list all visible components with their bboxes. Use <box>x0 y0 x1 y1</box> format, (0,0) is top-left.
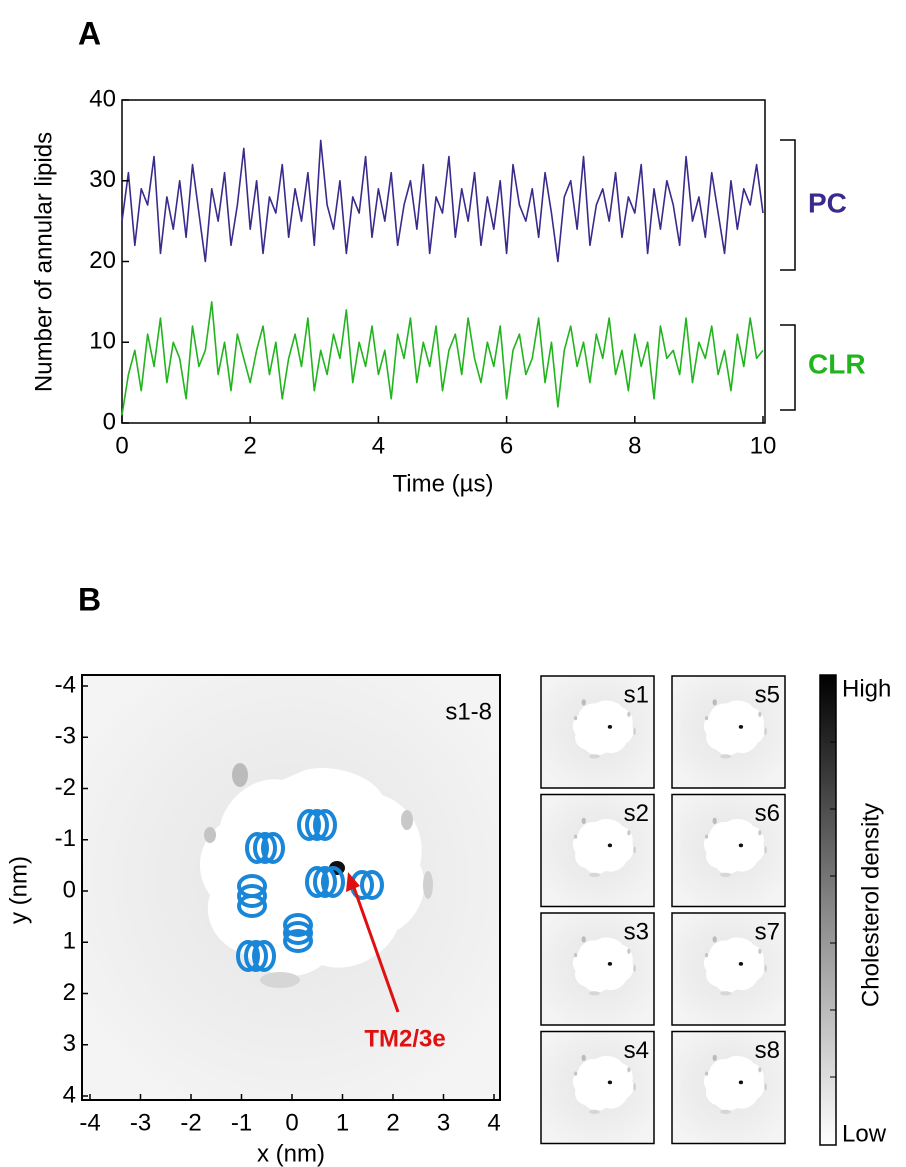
small-map-frame <box>540 1030 655 1145</box>
colorbar-label: Cholesterol density <box>857 803 884 1007</box>
x-tick-label: 0 <box>115 432 128 459</box>
x-tick-label: 0 <box>285 1109 298 1136</box>
y-tick-label: 0 <box>63 876 76 903</box>
helices <box>236 809 384 972</box>
map-frame <box>81 674 501 1101</box>
x-tick-label: 1 <box>336 1109 349 1136</box>
x-tick-label: -3 <box>130 1109 151 1136</box>
annotation: TM2/3e <box>364 1025 445 1052</box>
x-tick-label: 4 <box>372 432 385 459</box>
x-tick-label: 2 <box>244 432 257 459</box>
small-map-label: s4 <box>624 1037 649 1064</box>
bracket <box>780 324 796 411</box>
y-tick-label: 3 <box>63 1030 76 1057</box>
panel-label: A <box>78 15 101 51</box>
x-tick-label: 3 <box>437 1109 450 1136</box>
panel-label: B <box>78 581 101 617</box>
series-line <box>121 301 764 416</box>
map-label: s1-8 <box>445 698 492 725</box>
y-tick-label: -1 <box>55 825 76 852</box>
x-tick-label: 2 <box>386 1109 399 1136</box>
small-map-label: s6 <box>755 800 780 827</box>
y-tick-label: 2 <box>63 979 76 1006</box>
y-tick-label: 1 <box>63 928 76 955</box>
small-map-frame <box>671 1030 786 1145</box>
small-map-label: s3 <box>624 918 649 945</box>
x-tick-label: -2 <box>180 1109 201 1136</box>
y-tick-label: 20 <box>89 247 116 274</box>
small-map-frame <box>540 793 655 908</box>
colorbar-high: High <box>842 675 891 702</box>
x-tick-label: 10 <box>750 432 777 459</box>
x-tick-label: -4 <box>79 1109 100 1136</box>
y-tick-label: 0 <box>103 408 116 435</box>
x-tick-label: 6 <box>500 432 513 459</box>
arrow <box>350 881 400 1013</box>
colorbar-low: Low <box>842 1120 887 1147</box>
x-tick-label: 4 <box>487 1109 500 1136</box>
y-tick-label: 4 <box>63 1081 76 1108</box>
small-map-label: s1 <box>624 681 649 708</box>
x-tick-label: 8 <box>628 432 641 459</box>
series-label: CLR <box>808 348 866 379</box>
small-map-frame <box>540 912 655 1026</box>
small-map-label: s8 <box>755 1037 780 1064</box>
small-map-frame <box>671 912 786 1026</box>
y-tick-label: -2 <box>55 774 76 801</box>
small-map-label: s7 <box>755 918 780 945</box>
small-map-frame <box>671 793 786 908</box>
y-tick-label: -4 <box>55 671 76 698</box>
small-map-frame <box>671 675 786 789</box>
x-axis-label: Time (µs) <box>393 470 494 497</box>
y-tick-label: -3 <box>55 723 76 750</box>
x-axis-label: x (nm) <box>257 1140 325 1167</box>
small-map-label: s2 <box>624 800 649 827</box>
y-axis-label: y (nm) <box>5 856 32 924</box>
bracket <box>780 139 796 271</box>
colorbar-ticks <box>830 741 836 1078</box>
x-tick-label: -1 <box>231 1109 252 1136</box>
y-tick-label: 10 <box>89 328 116 355</box>
small-map-label: s5 <box>755 681 780 708</box>
arrow-head <box>346 872 360 892</box>
small-map-frame <box>540 675 655 789</box>
y-axis-label: Number of annular lipids <box>30 132 57 392</box>
y-tick-label: 40 <box>89 85 116 112</box>
y-tick-label: 30 <box>89 166 116 193</box>
series-line <box>121 139 764 263</box>
colorbar <box>819 674 837 1146</box>
series-label: PC <box>808 187 847 218</box>
